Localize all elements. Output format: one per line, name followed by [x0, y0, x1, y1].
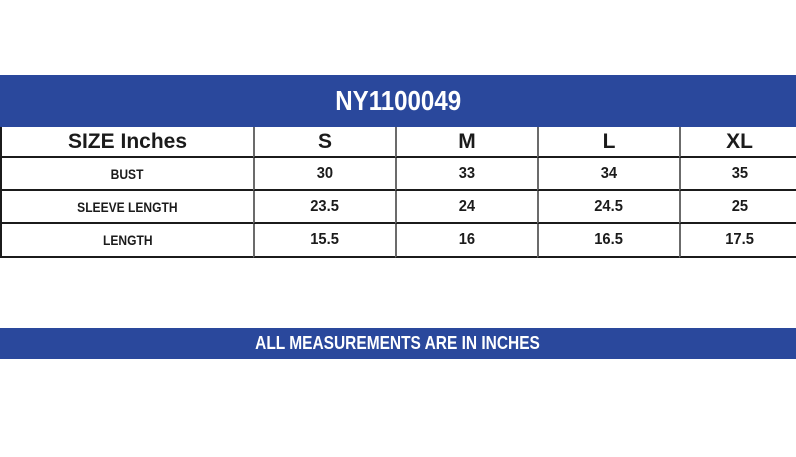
product-code-banner: NY1100049 [0, 75, 796, 127]
bust-m-text: 33 [458, 164, 476, 182]
row-label-length: LENGTH [2, 224, 253, 258]
sleeve-length-value-m: 24 [395, 191, 537, 224]
bust-l-text: 34 [600, 164, 618, 182]
bust-value-s: 30 [253, 158, 395, 191]
row-label-sleeve-length: SLEEVE LENGTH [2, 191, 253, 224]
length-l-text: 16.5 [594, 231, 624, 248]
length-m-text: 16 [458, 231, 476, 248]
bust-value-l: 34 [537, 158, 679, 191]
measurements-note-banner: ALL MEASUREMENTS ARE IN INCHES [0, 328, 796, 359]
length-s-text: 15.5 [310, 231, 340, 248]
length-value-l: 16.5 [537, 224, 679, 258]
length-value-xl: 17.5 [679, 224, 796, 258]
row-label-sleeve-length-text: SLEEVE LENGTH [77, 198, 178, 215]
column-header-xl: XL [679, 127, 796, 158]
length-xl-text: 17.5 [725, 231, 754, 248]
column-header-l: L [537, 127, 679, 158]
column-header-size-inches: SIZE Inches [2, 127, 253, 158]
sleeve-l-text: 24.5 [594, 197, 624, 215]
column-header-s: S [253, 127, 395, 158]
length-value-s: 15.5 [253, 224, 395, 258]
product-code-text: NY1100049 [335, 85, 461, 116]
sleeve-s-text: 23.5 [310, 197, 340, 215]
bust-value-xl: 35 [679, 158, 796, 191]
measurements-note-text: ALL MEASUREMENTS ARE IN INCHES [255, 333, 541, 353]
sleeve-length-value-xl: 25 [679, 191, 796, 224]
bust-s-text: 30 [316, 164, 334, 182]
size-chart-table: SIZE Inches S M L XL BUST 30 33 34 35 SL… [0, 127, 796, 258]
column-header-m: M [395, 127, 537, 158]
row-label-length-text: LENGTH [102, 232, 153, 248]
sleeve-xl-text: 25 [731, 197, 748, 215]
row-label-bust-text: BUST [111, 165, 144, 182]
sleeve-length-value-s: 23.5 [253, 191, 395, 224]
row-label-bust: BUST [2, 158, 253, 191]
sleeve-length-value-l: 24.5 [537, 191, 679, 224]
length-value-m: 16 [395, 224, 537, 258]
bust-xl-text: 35 [731, 164, 748, 182]
sleeve-m-text: 24 [458, 197, 476, 215]
bust-value-m: 33 [395, 158, 537, 191]
